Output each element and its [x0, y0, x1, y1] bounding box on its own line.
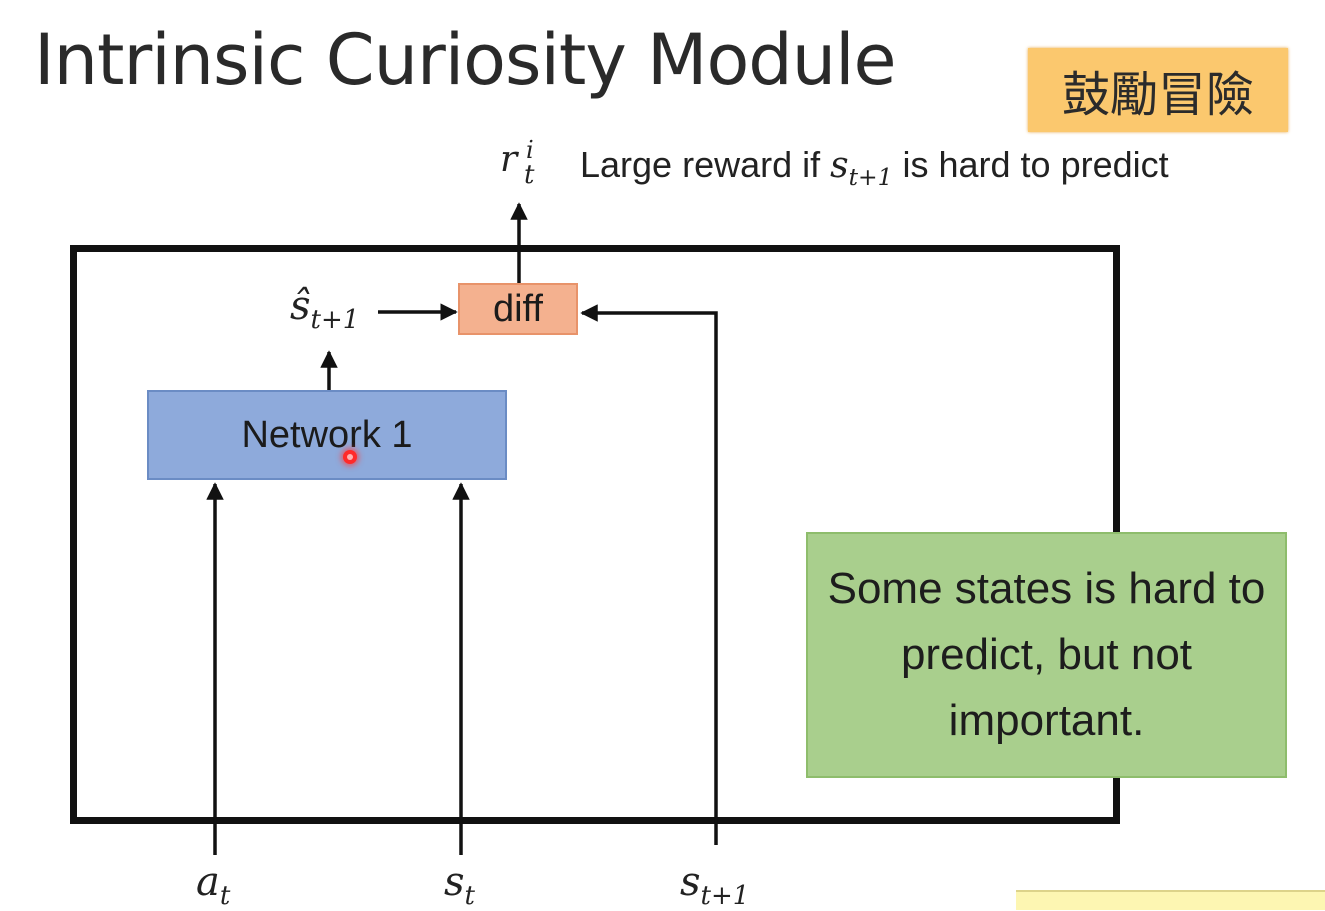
reward-text-before: Large reward if — [580, 144, 831, 185]
laser-pointer-icon — [343, 450, 357, 464]
badge-encourage-exploration: 鼓勵冒險 — [1028, 48, 1288, 132]
page-title: Intrinsic Curiosity Module — [34, 19, 897, 101]
reward-superscript: i — [526, 136, 534, 164]
arrow-next-state-to-diff — [580, 304, 718, 845]
predicted-state-label: ŝt+1 — [290, 283, 360, 335]
network-1-node: Network 1 — [147, 390, 507, 480]
input-next-state-label: st+1 — [680, 859, 750, 911]
next-slide-peek — [1016, 890, 1325, 910]
diff-node: diff — [458, 283, 578, 335]
reward-symbol: r — [500, 139, 518, 180]
note-callout: Some states is hard to predict, but not … — [806, 532, 1287, 778]
reward-state-symbol: st+1 — [830, 145, 893, 192]
input-action-label: at — [196, 859, 231, 911]
reward-subscript: t — [524, 160, 535, 190]
reward-text-after: is hard to predict — [892, 144, 1169, 185]
input-state-label: st — [444, 859, 475, 911]
intrinsic-reward-symbol: r i t — [500, 138, 534, 188]
reward-description: Large reward if st+1 is hard to predict — [580, 144, 1169, 191]
